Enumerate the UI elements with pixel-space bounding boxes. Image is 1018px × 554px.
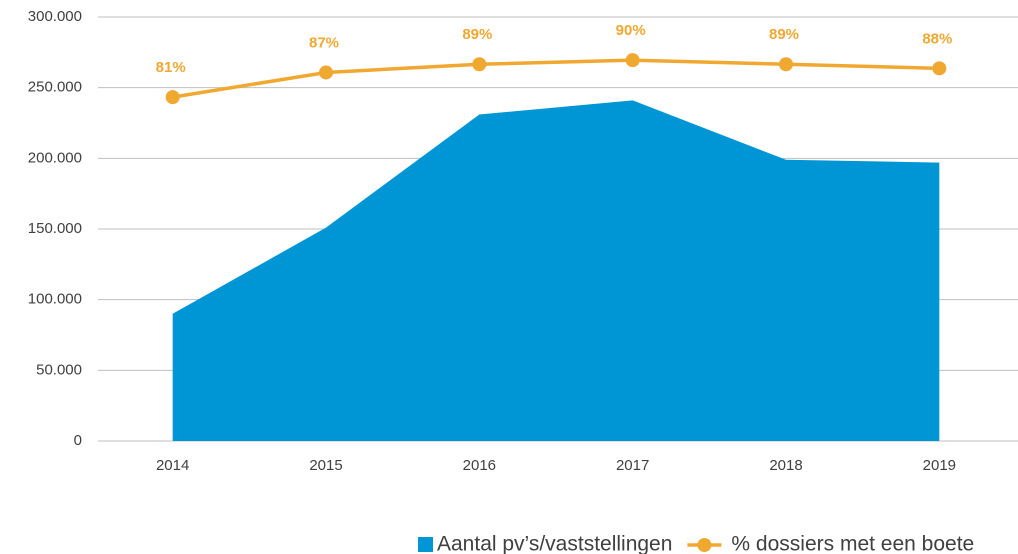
legend-marker	[697, 538, 712, 552]
x-tick-label: 2018	[769, 457, 802, 474]
marker	[472, 57, 487, 72]
line	[172, 58, 940, 99]
y-tick-label: 200.000	[28, 149, 82, 166]
legend-swatch	[418, 537, 433, 552]
y-tick-label: 0	[74, 432, 82, 449]
y-tick-label: 250.000	[28, 79, 82, 96]
legend-label: Aantal pv’s/vaststellingen	[437, 533, 672, 554]
data-label: 88%	[922, 30, 952, 47]
legend-label: % dossiers met een boete	[731, 533, 974, 554]
marker	[932, 61, 947, 76]
x-tick-label: 2017	[616, 457, 649, 474]
marker	[779, 57, 793, 72]
marker	[319, 65, 333, 80]
x-tick-label: 2019	[923, 457, 956, 474]
x-tick-label: 2016	[463, 457, 496, 474]
data-label: 87%	[309, 34, 339, 51]
marker	[625, 53, 640, 68]
marker	[165, 90, 180, 105]
data-label: 89%	[769, 26, 799, 43]
x-tick-label: 2014	[156, 457, 189, 474]
y-tick-label: 50.000	[36, 361, 82, 378]
data-label: 89%	[462, 26, 492, 43]
data-label: 90%	[616, 22, 646, 39]
y-tick-label: 300.000	[28, 8, 82, 25]
x-tick-label: 2015	[309, 457, 342, 474]
area	[172, 100, 940, 442]
y-tick-label: 150.000	[28, 220, 82, 237]
y-tick-label: 100.000	[28, 291, 82, 308]
data-label: 81%	[156, 59, 186, 76]
